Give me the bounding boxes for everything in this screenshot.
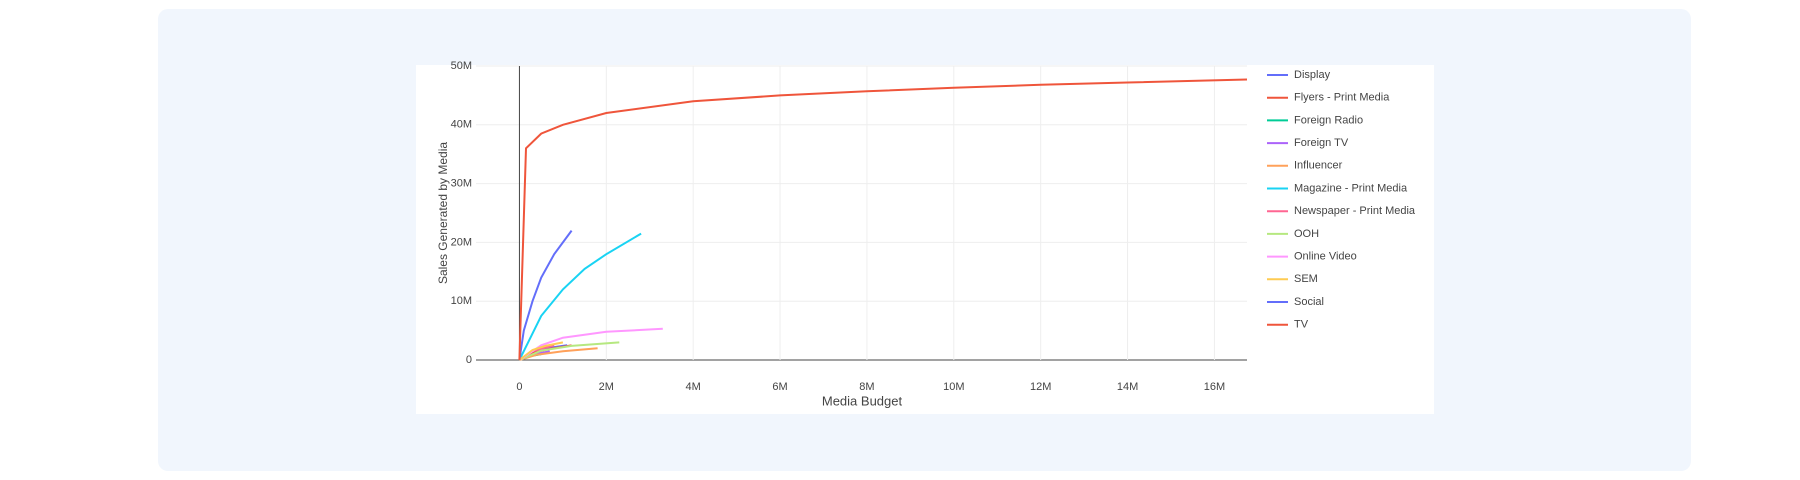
x-tick-label: 12M — [1030, 381, 1051, 393]
x-tick-label: 10M — [943, 381, 964, 393]
legend-label: Display — [1294, 69, 1331, 81]
legend-label: SEM — [1294, 273, 1318, 285]
legend-label: Newspaper - Print Media — [1294, 205, 1416, 217]
y-tick-label: 10M — [451, 295, 472, 307]
x-tick-label: 14M — [1117, 381, 1138, 393]
x-tick-label: 8M — [859, 381, 874, 393]
x-tick-label: 6M — [772, 381, 787, 393]
series-line — [518, 232, 642, 361]
x-tick-label: 0 — [516, 381, 522, 393]
series-line — [519, 347, 598, 361]
legend-label: Online Video — [1294, 251, 1357, 263]
x-axis-title: Media Budget — [822, 393, 903, 408]
series-line — [519, 341, 620, 361]
y-axis-title: Sales Generated by Media — [436, 142, 450, 284]
legend-label: Foreign TV — [1294, 137, 1349, 149]
legend-label: OOH — [1294, 228, 1319, 240]
legend-label: Foreign Radio — [1294, 114, 1363, 126]
x-tick-label: 2M — [599, 381, 614, 393]
legend-label: Flyers - Print Media — [1294, 92, 1390, 104]
x-tick-label: 4M — [686, 381, 701, 393]
y-tick-label: 20M — [451, 236, 472, 248]
legend-label: Influencer — [1294, 160, 1343, 172]
series-line — [518, 230, 573, 361]
series-line — [518, 341, 564, 361]
series-line — [518, 78, 1248, 361]
chart-card — [416, 65, 1434, 414]
x-tick-label: 16M — [1204, 381, 1225, 393]
y-tick-label: 0 — [466, 354, 472, 366]
y-tick-label: 40M — [451, 119, 472, 131]
y-tick-label: 30M — [451, 178, 472, 190]
legend-label: Magazine - Print Media — [1294, 182, 1408, 194]
legend-label: Social — [1294, 296, 1324, 308]
y-tick-label: 50M — [451, 60, 472, 72]
legend-label: TV — [1294, 319, 1309, 331]
